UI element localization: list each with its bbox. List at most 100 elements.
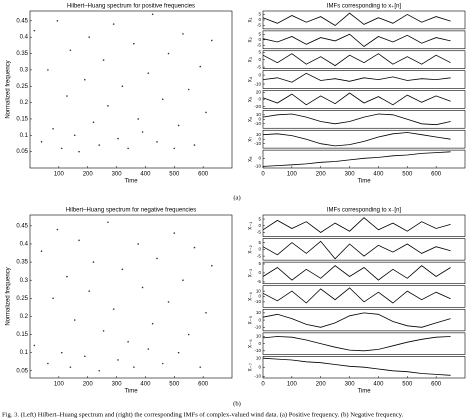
y-tick-label: 0.2 [20,314,29,320]
y-tick-label: 0 [258,17,261,22]
spectrum-point [211,264,213,267]
spectrum-point [102,330,105,332]
imf-label: x₋₂ [248,244,254,253]
spectrum-point [167,301,170,303]
chart-title: Hilbert–Huang spectrum for positive freq… [67,4,195,10]
spectrum-point [177,124,180,127]
caption: Fig. 3. (Left) Hilbert–Huang spectrum an… [2,412,404,419]
spectrum-point [84,78,86,81]
spectrum-point [112,23,115,25]
spectrum-point [78,239,80,242]
x-axis-label: Time [357,179,371,185]
y-tick-label: -20 [254,104,261,109]
x-axis-label: Time [124,179,138,185]
y-tick-label: 0.1 [20,133,29,139]
spectrum-point [40,141,43,143]
y-tick-label: 0 [258,364,261,369]
imf-frame [262,285,466,308]
spectrum-point [147,72,150,74]
y-tick-label: 0.05 [16,149,28,155]
spectrum-point [92,121,95,124]
x-tick-label: 300 [345,172,356,178]
y-tick-label: 0.3 [20,278,29,284]
spectrum-point [98,144,101,146]
y-tick-label: 10 [256,355,262,360]
spectrum-point [137,118,140,120]
chart-title: IMFs corresponding to x₊[n] [327,4,402,10]
spectrum-point [173,232,176,234]
x-tick-label: 100 [54,172,65,178]
x-tick-label: 400 [373,172,384,178]
x-tick-label: 200 [316,172,327,178]
y-tick-label: 0 [258,341,261,346]
y-tick-label: 0.05 [16,368,28,374]
x-tick-label: 300 [112,172,123,178]
y-tick-label: 0.2 [20,100,29,106]
spectrum-point [193,144,196,146]
x-tick-label: 0 [261,382,265,388]
y-tick-label: -5 [257,279,262,284]
imf-label: x₆ [248,116,254,122]
y-axis-label: Normalized frequency [6,267,12,325]
x-tick-label: 400 [373,382,384,388]
x-tick-label: 600 [198,172,209,178]
y-tick-label: 10 [256,288,262,293]
imf-label: x₅ [248,96,254,102]
spectrum-point [173,147,176,150]
spectrum-point [167,52,170,55]
y-tick-label: 0 [258,57,261,62]
imf-label: x₋₁ [248,222,254,230]
imf-label: x₈ [248,156,254,162]
spectrum-point [117,359,119,361]
imf-frame [262,50,466,69]
x-axis-label: Time [124,389,138,395]
spectrum-point [60,351,63,354]
y-tick-label: 0.35 [16,260,28,266]
chart-title: IMFs corresponding to x₋[n] [327,208,402,214]
axes-frame [29,10,233,169]
y-tick-label: -5 [257,43,262,48]
spectrum-point [199,65,202,68]
y-tick-label: 0 [258,270,261,275]
x-tick-label: 500 [169,382,180,388]
y-tick-label: 5 [258,216,261,221]
y-tick-label: 5 [258,31,261,36]
spectrum-point [121,268,124,271]
imf-frame [262,90,466,109]
y-tick-label: 20 [256,90,262,95]
y-tick-label: 0.3 [20,67,29,73]
y-tick-label: 0.15 [16,117,28,123]
spectrum-point [205,111,207,114]
spectrum-point [60,147,63,150]
x-tick-label: 400 [140,172,151,178]
y-tick-label: 5 [258,240,261,245]
imf-line [262,113,451,126]
imf-frame [262,129,466,149]
x-tick-label: 600 [431,382,442,388]
y-tick-label: 0.25 [16,84,28,90]
y-tick-label: 0 [258,155,261,160]
spectrum-point [156,141,158,143]
spectrum-point [211,39,213,42]
imf-label: x₁ [248,17,254,22]
x-tick-label: 600 [198,382,209,388]
spectrum-point [78,150,80,153]
spectrum-point [156,257,158,260]
spectrum-point [56,228,59,231]
y-tick-label: 0 [258,136,261,141]
imf-label: x₄ [248,76,254,82]
x-tick-label: 100 [287,172,298,178]
y-tick-label: 10 [256,310,262,315]
spectrum-point [161,362,164,365]
imf-frame [262,238,466,261]
y-tick-label: 5 [258,261,261,266]
imf-line [262,265,451,281]
spectrum-point [187,88,190,91]
x-tick-label: 300 [345,382,356,388]
spectrum-point [98,369,101,372]
spectrum-point [66,95,68,97]
axes-frame [29,214,233,379]
y-tick-label: 0.4 [20,242,29,248]
imf-line [262,33,451,48]
y-tick-label: 0 [258,97,261,102]
